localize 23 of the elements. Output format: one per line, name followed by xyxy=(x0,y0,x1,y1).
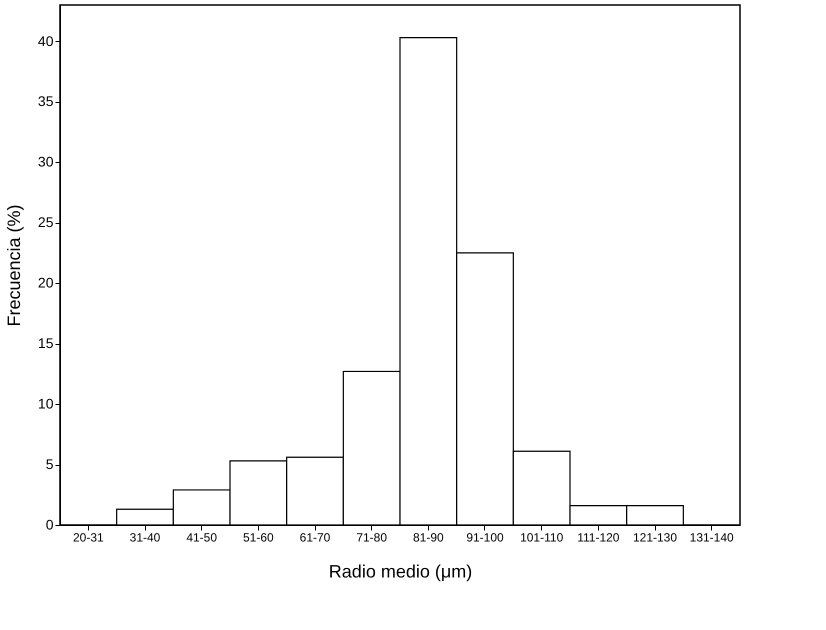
x-tick-label: 131-140 xyxy=(690,530,734,544)
x-tick-label: 121-130 xyxy=(632,530,678,544)
y-tick-label: 35 xyxy=(38,93,54,110)
x-tick-label: 71-80 xyxy=(356,530,388,544)
x-axis-title: Radio medio (μm) xyxy=(328,562,472,582)
x-tick-label: 20-31 xyxy=(72,530,104,544)
y-tick-label: 40 xyxy=(38,32,54,49)
y-tick-label: 15 xyxy=(38,335,54,352)
y-axis-title: Frecuencia (%) xyxy=(4,204,24,327)
x-tick-label: 91-100 xyxy=(466,530,504,544)
x-tick-label: 101-110 xyxy=(520,530,564,544)
y-tick-label: 5 xyxy=(46,456,54,472)
y-tick-label: 30 xyxy=(38,154,54,170)
y-tick-label: 10 xyxy=(38,396,54,412)
x-tick-label: 41-50 xyxy=(186,530,218,544)
x-tick-label: 81-90 xyxy=(412,530,444,544)
x-tick-label: 31-40 xyxy=(130,530,161,544)
x-tick-label: 61-70 xyxy=(300,530,331,544)
y-tick-label: 25 xyxy=(38,214,54,230)
x-tick-label: 51-60 xyxy=(242,530,274,544)
y-tick-label: 0 xyxy=(46,516,54,532)
x-tick-label: 111-120 xyxy=(577,530,620,544)
y-tick-label: 20 xyxy=(38,274,54,291)
